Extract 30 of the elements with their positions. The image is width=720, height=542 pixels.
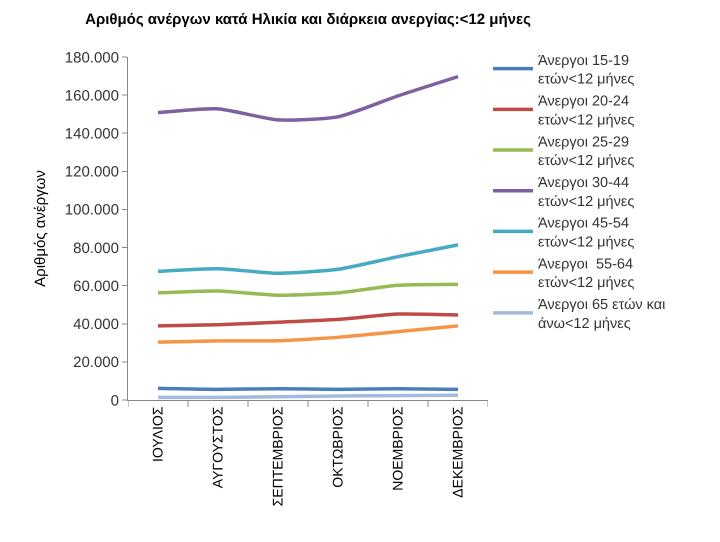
x-tick-label: ΝΟΕΜΒΡΙΟΣ bbox=[390, 406, 406, 491]
line-series bbox=[156, 324, 460, 344]
y-tick-label: 40.000 bbox=[73, 316, 119, 334]
legend-label: Άνεργοι 25-29 ετών<12 μήνες bbox=[538, 134, 634, 170]
y-tick-label: 180.000 bbox=[64, 49, 119, 66]
legend-label: Άνεργοι 65 ετών και άνω<12 μήνες bbox=[538, 297, 666, 332]
y-tick-label: 100.000 bbox=[64, 202, 119, 219]
chart-title: Αριθμός ανέργων κατά Ηλικία και διάρκεια ανεργίας:<12 μήνες bbox=[85, 11, 532, 28]
line-series bbox=[156, 312, 460, 328]
y-tick-label: 0 bbox=[110, 392, 119, 410]
y-tick-label: 80.000 bbox=[73, 240, 119, 257]
line-series bbox=[156, 74, 460, 122]
x-tick-label: ΑΥΓΟΥΣΤΟΣ bbox=[210, 406, 226, 488]
x-tick-label: ΣΕΠΤΕΜΒΡΙΟΣ bbox=[270, 406, 286, 506]
y-tick-label: 60.000 bbox=[73, 278, 119, 295]
x-tick-label: ΔΕΚΕΜΒΡΙΟΣ bbox=[450, 406, 466, 498]
y-tick-label: 120.000 bbox=[64, 164, 119, 181]
y-tick-label: 20.000 bbox=[73, 354, 119, 372]
line-series bbox=[156, 243, 460, 276]
legend-label: Άνεργοι 30-44 ετών<12 μήνες bbox=[538, 174, 634, 210]
legend-label: Άνεργοι 55-64 ετών<12 μήνες bbox=[538, 256, 634, 292]
y-tick-label: 160.000 bbox=[64, 87, 119, 104]
line-series bbox=[156, 282, 460, 297]
y-axis-title: Αριθμός ανέργων bbox=[32, 170, 50, 287]
x-tick-label: ΟΚΤΩΒΡΙΟΣ bbox=[330, 406, 346, 488]
legend-label: Άνεργοι 20-24 ετών<12 μήνες bbox=[538, 94, 634, 128]
y-tick-label: 140.000 bbox=[64, 125, 119, 142]
x-tick-label: ΙΟΥΛΙΟΣ bbox=[150, 406, 166, 462]
legend-label: Άνεργοι 45-54 ετών<12 μήνες bbox=[538, 216, 634, 251]
legend-label: Άνεργοι 15-19 ετών<12 μήνες bbox=[538, 52, 634, 88]
